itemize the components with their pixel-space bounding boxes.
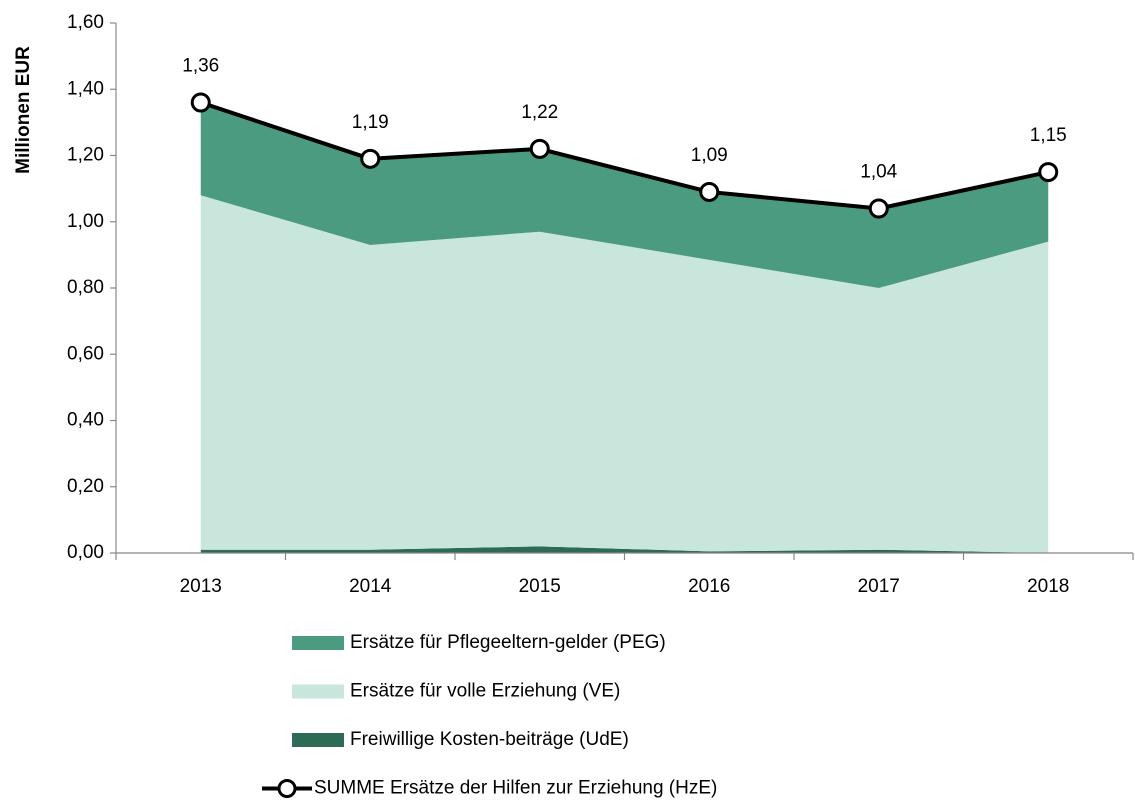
data-label: 1,04 (860, 162, 897, 183)
marker (868, 198, 889, 219)
y-tick-label: 0,40 (67, 410, 104, 431)
legend-label: Ersätze für Pflegeeltern-gelder (PEG) (350, 632, 666, 653)
data-label: 1,15 (1030, 125, 1067, 146)
data-label: 1,19 (352, 112, 389, 133)
x-tick-label: 2013 (180, 576, 222, 597)
data-label: 1,22 (521, 102, 558, 123)
legend-swatch (292, 636, 344, 650)
y-tick-label: 1,20 (67, 145, 104, 166)
data-label: 1,09 (691, 145, 728, 166)
line (200, 100, 1049, 211)
y-tick-label: 0,00 (67, 542, 104, 563)
legend-marker (277, 779, 297, 798)
y-axis-label: Millionen EUR (13, 46, 34, 174)
y-tick-label: 1,60 (67, 12, 104, 33)
marker (360, 148, 381, 169)
area (200, 195, 1049, 553)
x-tick-label: 2018 (1027, 576, 1069, 597)
y-tick-label: 1,40 (67, 78, 104, 99)
marker (190, 92, 211, 113)
marker (699, 181, 720, 202)
data-label: 1,36 (182, 56, 219, 77)
legend-swatch (292, 684, 344, 699)
area (200, 102, 1049, 288)
marker (1038, 162, 1059, 183)
legend-swatch (292, 733, 344, 747)
y-tick-label: 1,00 (67, 211, 104, 232)
x-tick-label: 2017 (858, 576, 900, 597)
y-tick-label: 0,60 (67, 343, 104, 364)
legend-label: SUMME Ersätze der Hilfen zur Erziehung (… (314, 778, 717, 799)
y-tick-label: 0,80 (67, 277, 104, 298)
area (200, 546, 1049, 553)
x-tick-label: 2015 (519, 576, 561, 597)
x-tick-label: 2014 (349, 576, 392, 597)
marker (529, 138, 550, 159)
y-tick-label: 0,20 (67, 476, 104, 497)
legend-label: Freiwillige Kosten-beiträge (UdE) (350, 729, 629, 750)
x-tick-label: 2016 (688, 576, 730, 597)
legend-label: Ersätze für volle Erziehung (VE) (350, 681, 620, 702)
